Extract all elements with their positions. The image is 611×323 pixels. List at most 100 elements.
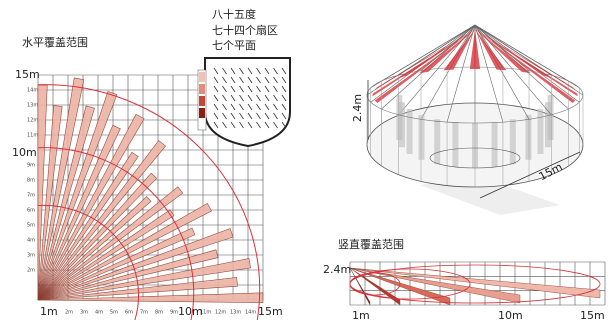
x-minor-label: 14m bbox=[245, 310, 256, 316]
icon-ray bbox=[247, 112, 253, 120]
x-minor-label: 7m bbox=[140, 310, 148, 316]
dome-column bbox=[418, 114, 425, 160]
v-arc bbox=[349, 272, 401, 296]
dim-line bbox=[479, 151, 581, 199]
icon-ray bbox=[264, 94, 270, 102]
icon-ray bbox=[256, 94, 261, 102]
icon-ray bbox=[213, 112, 219, 120]
icon-ray bbox=[273, 103, 278, 111]
dome-column bbox=[434, 119, 441, 165]
ray bbox=[37, 277, 238, 301]
icon-ray bbox=[222, 85, 227, 93]
icon-ray bbox=[256, 103, 261, 111]
horizontal-title: 水平覆盖范围 bbox=[22, 35, 88, 49]
ray bbox=[37, 186, 184, 301]
y-minor-label: 7m bbox=[27, 193, 35, 199]
ray bbox=[37, 91, 118, 301]
y-label: 15m bbox=[15, 68, 40, 81]
icon-ray bbox=[256, 85, 261, 93]
ray bbox=[37, 172, 158, 301]
icon-ray bbox=[273, 67, 278, 75]
vertical-title: 竖直覆盖范围 bbox=[338, 237, 404, 251]
v-beam bbox=[349, 267, 521, 304]
icon-ray bbox=[264, 121, 270, 129]
dome-rib bbox=[474, 24, 530, 71]
y-minor-label: 14m bbox=[27, 88, 38, 94]
v-height: 2.4m bbox=[323, 263, 351, 276]
x-label: 10m bbox=[178, 305, 203, 318]
icon-ray bbox=[273, 112, 278, 120]
dome-beam bbox=[383, 29, 475, 84]
icon-ray bbox=[256, 67, 261, 75]
dome-column bbox=[491, 122, 498, 168]
y-minor-label: 5m bbox=[27, 223, 35, 229]
icon-ray bbox=[247, 67, 253, 75]
x-minor-label: 12m bbox=[215, 310, 226, 316]
ray bbox=[37, 124, 121, 301]
coverage-arc bbox=[37, 204, 139, 321]
icon-ray bbox=[256, 121, 261, 129]
x-minor-label: 4m bbox=[95, 310, 103, 316]
dome-beam bbox=[374, 29, 475, 103]
icon-ray bbox=[230, 112, 236, 120]
ray bbox=[37, 105, 63, 301]
icon-ray bbox=[247, 121, 253, 129]
dome bbox=[366, 24, 584, 215]
icon-ray bbox=[273, 85, 278, 93]
icon-ray bbox=[264, 67, 270, 75]
y-minor-label: 8m bbox=[27, 178, 35, 184]
dome-column bbox=[525, 114, 532, 160]
v-x-label: 1m bbox=[352, 309, 370, 322]
x-minor-label: 11m bbox=[200, 310, 211, 316]
dome-column bbox=[472, 123, 478, 168]
dome-ring bbox=[366, 66, 584, 124]
icon-ray bbox=[213, 121, 219, 129]
y-label: 10m bbox=[12, 146, 37, 159]
icon-ray bbox=[281, 94, 287, 102]
y-minor-label: 4m bbox=[27, 238, 35, 244]
icon-ray bbox=[239, 67, 244, 75]
x-minor-label: 8m bbox=[155, 310, 163, 316]
y-minor-label: 13m bbox=[27, 103, 38, 109]
icon-ray bbox=[256, 76, 261, 84]
x-minor-label: 13m bbox=[230, 310, 241, 316]
ray bbox=[37, 196, 152, 301]
icon-ray bbox=[273, 121, 278, 129]
x-minor-label: 6m bbox=[125, 310, 133, 316]
y-minor-label: 6m bbox=[27, 208, 35, 214]
icon-ray bbox=[264, 85, 270, 93]
y-minor-label: 11m bbox=[27, 133, 38, 139]
dome-beam bbox=[475, 29, 576, 90]
legend-line: 七个平面 bbox=[212, 39, 256, 52]
ray bbox=[37, 228, 234, 301]
ray bbox=[37, 227, 196, 301]
ray bbox=[37, 202, 212, 301]
icon-ray bbox=[230, 85, 236, 93]
icon-ray bbox=[281, 67, 287, 75]
dome-rib bbox=[420, 24, 476, 71]
ray bbox=[37, 113, 145, 301]
dome-beam bbox=[475, 29, 567, 84]
icon-ray bbox=[222, 103, 227, 111]
dome-rib bbox=[474, 24, 580, 89]
dome-beam bbox=[419, 29, 475, 74]
dome-rib bbox=[420, 24, 476, 120]
v-x-label: 15m bbox=[580, 309, 605, 322]
x-minor-label: 2m bbox=[65, 310, 73, 316]
dome-height: 2.4m bbox=[351, 94, 364, 122]
ray bbox=[37, 77, 85, 301]
v-beam bbox=[349, 267, 401, 306]
dome-beam bbox=[475, 29, 531, 74]
icon-ray bbox=[230, 103, 236, 111]
icon-ray bbox=[213, 94, 219, 102]
y-minor-label: 3m bbox=[27, 253, 35, 259]
dome-beam bbox=[475, 29, 552, 78]
y-minor-label: 2m bbox=[27, 268, 35, 274]
icon-ray bbox=[273, 76, 278, 84]
v-x-label: 10m bbox=[498, 309, 523, 322]
ray bbox=[37, 258, 251, 301]
icon-ray bbox=[222, 112, 227, 120]
icon-ray bbox=[239, 112, 244, 120]
icon-ray bbox=[281, 76, 287, 84]
